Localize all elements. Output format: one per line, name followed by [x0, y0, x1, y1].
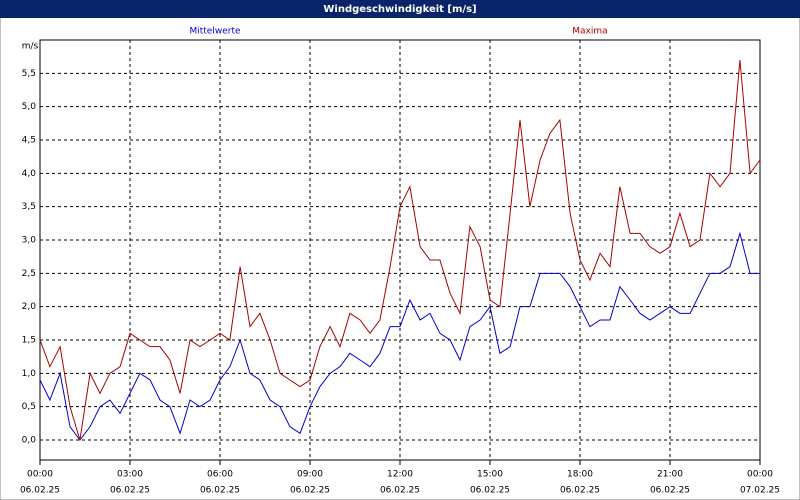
y-tick-label: 4,5	[22, 136, 36, 146]
title-bar	[0, 0, 800, 18]
x-tick-date: 06.02.25	[380, 486, 420, 496]
x-tick-date: 06.02.25	[470, 486, 510, 496]
x-tick-date: 06.02.25	[20, 486, 60, 496]
x-tick-label: 09:00	[297, 470, 323, 480]
data-line	[39, 59, 761, 441]
y-unit: m/s	[22, 42, 39, 52]
x-tick-label: 06:00	[207, 470, 233, 480]
y-tick-label: 5,0	[22, 102, 37, 112]
x-tick-label: 21:00	[657, 470, 683, 480]
x-tick-label: 03:00	[117, 470, 143, 480]
y-tick-label: 2,0	[22, 302, 37, 312]
x-tick-label: 15:00	[477, 470, 503, 480]
x-tick-date: 06.02.25	[560, 486, 600, 496]
x-tick-label: 00:00	[27, 470, 53, 480]
y-tick-label: 2,5	[22, 269, 36, 279]
x-tick-date: 06.02.25	[110, 486, 150, 496]
y-tick-label: 1,0	[22, 369, 37, 379]
x-tick-label: 18:00	[567, 470, 593, 480]
y-tick-label: 4,0	[22, 169, 37, 179]
y-tick-label: 3,0	[22, 236, 37, 246]
legend-label: Mittelwerte	[189, 27, 240, 37]
y-tick-label: 0,5	[22, 402, 36, 412]
x-tick-date: 07.02.25	[740, 486, 780, 496]
y-tick-label: 3,5	[22, 202, 36, 212]
data-line	[39, 231, 760, 441]
chart-title: Windgeschwindigkeit [m/s]	[323, 4, 476, 15]
y-tick-label: 5,5	[22, 69, 36, 79]
y-tick-label: 1,5	[22, 336, 36, 346]
x-tick-date: 06.02.25	[290, 486, 330, 496]
legend-label: Maxima	[572, 27, 607, 37]
x-tick-date: 06.02.25	[200, 486, 240, 496]
x-tick-label: 12:00	[387, 470, 413, 480]
y-tick-label: 0,0	[22, 436, 37, 446]
x-tick-date: 06.02.25	[650, 486, 690, 496]
x-tick-label: 00:00	[747, 470, 773, 480]
